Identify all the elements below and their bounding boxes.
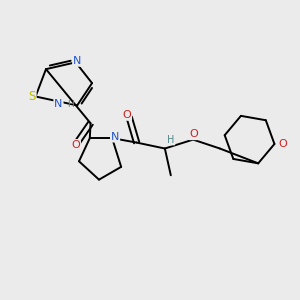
Text: O: O [122,110,131,120]
Text: O: O [189,129,198,139]
Text: N: N [54,99,63,109]
Text: N: N [111,132,119,142]
Text: N: N [73,56,81,66]
Text: O: O [71,140,80,150]
Text: O: O [278,139,287,149]
Text: H: H [167,135,175,145]
Text: S: S [28,90,36,103]
Text: H: H [67,100,74,109]
